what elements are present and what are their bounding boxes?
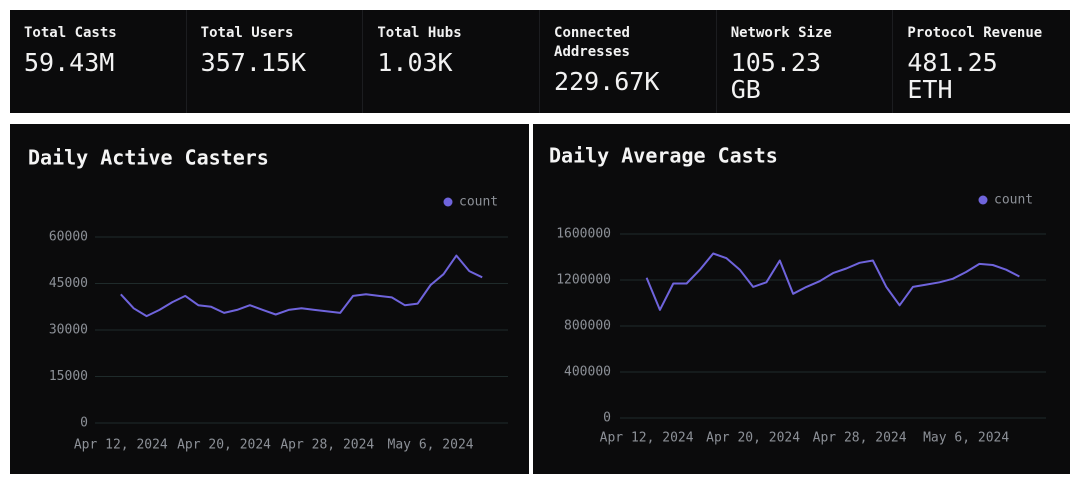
chart-panel: Daily Average Casts 0 400000 800000 1200000 1… — [533, 124, 1070, 474]
y-tick-label: 800000 — [564, 319, 611, 334]
legend-label: count — [994, 193, 1033, 208]
stats-bar: Total Casts 59.43M Total Users 357.15K Tot… — [10, 10, 1070, 113]
chart-panel: Daily Active Casters 0 15000 30000 45000 6000… — [10, 124, 529, 474]
x-tick-label: Apr 28, 2024 — [280, 438, 374, 453]
y-tick-label: 0 — [80, 416, 88, 431]
data-line — [645, 252, 1020, 311]
stat-card: Total Casts 59.43M — [10, 10, 187, 113]
y-tick-label: 60000 — [49, 230, 88, 245]
stat-value: 59.43M — [24, 48, 115, 77]
chart-title: Daily Average Casts — [549, 144, 778, 168]
y-tick-label: 15000 — [49, 369, 88, 384]
x-tick-label: Apr 20, 2024 — [177, 438, 271, 453]
legend-marker — [443, 197, 453, 207]
stat-value: 1.03K — [377, 48, 453, 77]
x-tick-label: Apr 20, 2024 — [706, 431, 800, 446]
stat-card: Total Hubs 1.03K — [363, 10, 541, 113]
y-tick-label: 1200000 — [556, 273, 611, 288]
legend-label: count — [459, 195, 498, 210]
chart-title: Daily Active Casters — [28, 146, 269, 170]
legend-marker — [978, 195, 988, 205]
stat-label: Total Users — [200, 25, 294, 41]
x-tick-label: Apr 12, 2024 — [74, 438, 168, 453]
stat-value: 229.67K — [554, 67, 660, 96]
data-line — [120, 254, 483, 318]
stat-value: 357.15K — [200, 48, 307, 77]
x-tick-label: May 6, 2024 — [388, 438, 474, 453]
stat-card: Total Users 357.15K — [187, 10, 364, 113]
y-tick-label: 1600000 — [556, 227, 611, 242]
stat-value: 105.23 GB — [730, 48, 821, 104]
y-tick-label: 0 — [603, 411, 611, 426]
stat-label: Protocol Revenue — [907, 25, 1043, 41]
stat-label: Total Casts — [24, 25, 117, 41]
stat-value: 481.25 ETH — [907, 48, 998, 104]
x-tick-label: Apr 28, 2024 — [813, 431, 907, 446]
stat-card: Connected Addresses 229.67K — [540, 10, 717, 113]
stat-card: Network Size 105.23 GB — [717, 10, 894, 113]
y-tick-label: 400000 — [564, 365, 611, 380]
stat-label: Total Hubs — [377, 25, 462, 41]
stat-label: Network Size — [730, 25, 832, 41]
x-tick-label: May 6, 2024 — [923, 431, 1009, 446]
y-tick-label: 30000 — [49, 323, 88, 338]
x-tick-label: Apr 12, 2024 — [600, 431, 694, 446]
stat-label: Connected Addresses — [554, 25, 630, 60]
stat-card: Protocol Revenue 481.25 ETH — [893, 10, 1070, 113]
y-tick-label: 45000 — [49, 276, 88, 291]
